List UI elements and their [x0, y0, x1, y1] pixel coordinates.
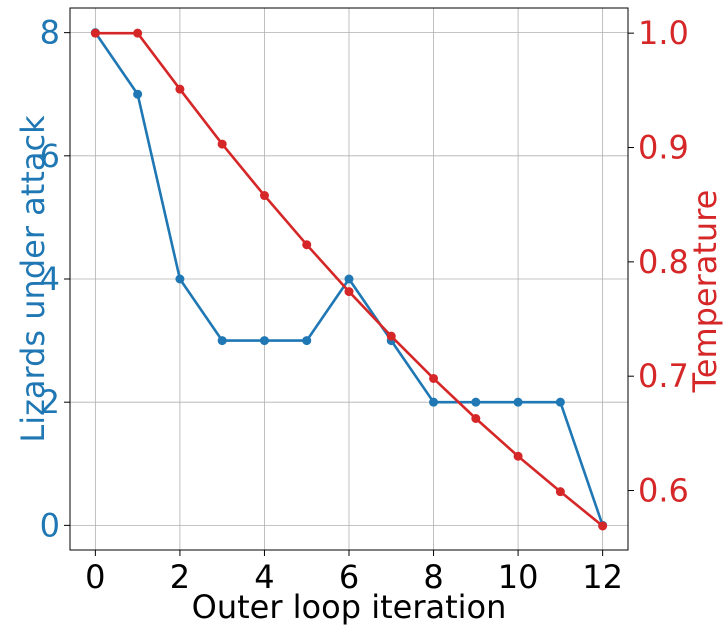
data-point: [386, 331, 396, 341]
data-point: [175, 84, 185, 94]
data-point: [555, 397, 565, 407]
left-y-axis-ticks: 0 2 4 6 8: [40, 14, 70, 544]
data-point: [555, 487, 565, 497]
data-point: [90, 28, 100, 38]
data-point: [344, 274, 354, 284]
left-y-tick-label: 2: [40, 383, 60, 421]
right-y-axis-ticks: 0.6 0.7 0.8 0.9 1.0: [628, 14, 689, 510]
data-point: [175, 274, 185, 284]
data-point: [471, 414, 481, 424]
data-point: [302, 336, 312, 346]
x-tick-label: 10: [498, 558, 539, 596]
right-y-tick-label: 0.8: [638, 243, 689, 281]
data-point: [429, 373, 439, 383]
right-y-tick-label: 1.0: [638, 14, 689, 52]
x-tick-label: 4: [254, 558, 274, 596]
data-point: [259, 191, 269, 201]
data-point: [302, 240, 312, 250]
left-y-tick-label: 8: [40, 14, 60, 52]
left-y-axis-title: Lizards under attack: [14, 115, 52, 443]
x-tick-label: 8: [423, 558, 443, 596]
data-point: [133, 89, 143, 99]
x-tick-label: 2: [170, 558, 190, 596]
data-point: [513, 397, 523, 407]
data-point: [598, 521, 608, 531]
series-right-axis: [90, 28, 608, 531]
x-axis-title: Outer loop iteration: [192, 588, 507, 626]
data-point: [259, 336, 269, 346]
left-y-tick-label: 6: [40, 137, 60, 175]
data-point: [133, 28, 143, 38]
right-y-axis-title: Temperature: [686, 190, 724, 394]
data-point: [471, 397, 481, 407]
x-tick-label: 12: [582, 558, 623, 596]
data-point: [429, 397, 439, 407]
x-tick-label: 0: [85, 558, 105, 596]
data-point: [344, 287, 354, 297]
data-point: [513, 451, 523, 461]
grid-lines: [70, 8, 628, 550]
x-axis-ticks: 0 2 4 6 8 10 12: [85, 550, 623, 596]
left-y-tick-label: 4: [40, 260, 60, 298]
x-tick-label: 6: [339, 558, 359, 596]
right-y-tick-label: 0.9: [638, 129, 689, 167]
series-layer: [90, 28, 608, 531]
data-point: [217, 336, 227, 346]
right-y-tick-label: 0.6: [638, 472, 689, 510]
right-y-tick-label: 0.7: [638, 357, 689, 395]
left-y-tick-label: 0: [40, 506, 60, 544]
data-point: [217, 139, 227, 149]
